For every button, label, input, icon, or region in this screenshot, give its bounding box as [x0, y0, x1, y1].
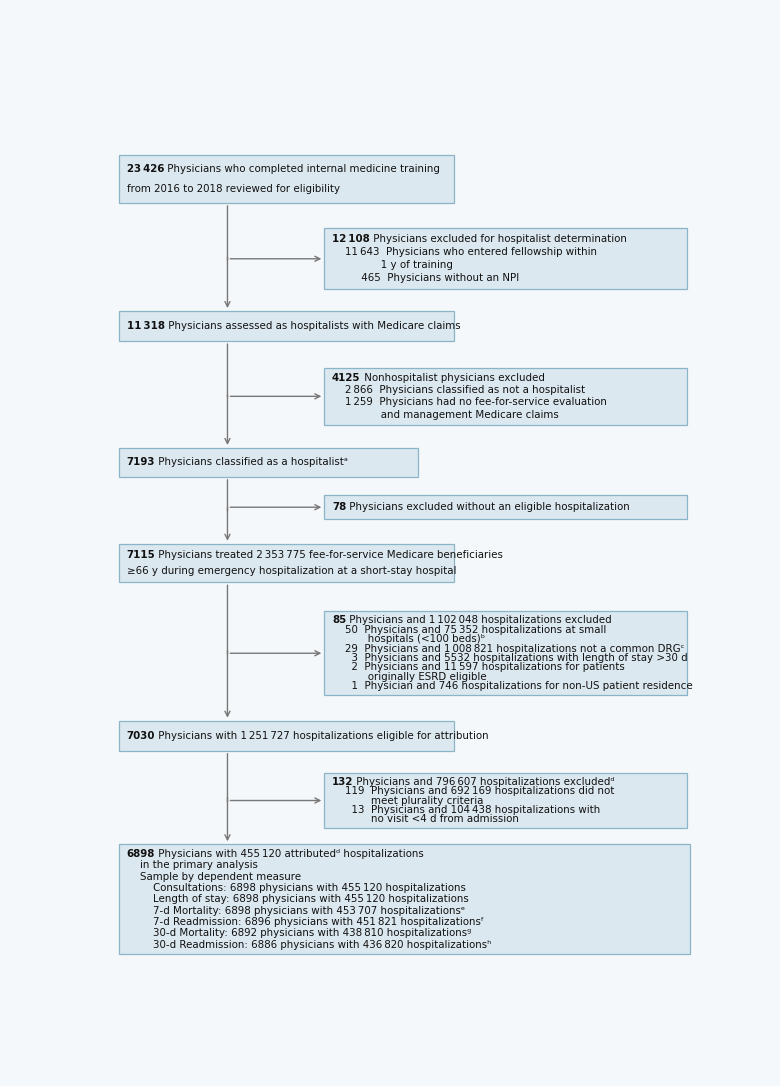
- Text: Physicians assessed as hospitalists with Medicare claims: Physicians assessed as hospitalists with…: [165, 321, 460, 331]
- Text: 23 426: 23 426: [126, 164, 164, 174]
- Text: and management Medicare claims: and management Medicare claims: [332, 409, 558, 419]
- Text: 7115: 7115: [126, 551, 155, 560]
- Text: 465  Physicians without an NPI: 465 Physicians without an NPI: [332, 274, 519, 283]
- Text: ≥66 y during emergency hospitalization at a short-stay hospital: ≥66 y during emergency hospitalization a…: [126, 566, 456, 576]
- Text: 85: 85: [332, 616, 346, 626]
- FancyBboxPatch shape: [119, 447, 418, 477]
- Text: 1 y of training: 1 y of training: [332, 261, 453, 270]
- Text: meet plurality criteria: meet plurality criteria: [332, 796, 484, 806]
- Text: Sample by dependent measure: Sample by dependent measure: [126, 872, 300, 882]
- Text: 119  Physicians and 692 169 hospitalizations did not: 119 Physicians and 692 169 hospitalizati…: [332, 786, 615, 796]
- Text: hospitals (<100 beds)ᵇ: hospitals (<100 beds)ᵇ: [332, 634, 485, 644]
- Text: 1 259  Physicians had no fee-for-service evaluation: 1 259 Physicians had no fee-for-service …: [332, 397, 607, 407]
- Text: 13  Physicians and 104 438 hospitalizations with: 13 Physicians and 104 438 hospitalizatio…: [332, 805, 601, 814]
- Text: 7030: 7030: [126, 731, 155, 741]
- FancyBboxPatch shape: [324, 228, 687, 289]
- Text: 3  Physicians and 5532 hospitalizations with length of stay >30 d: 3 Physicians and 5532 hospitalizations w…: [332, 653, 688, 662]
- Text: 4125: 4125: [332, 374, 360, 383]
- Text: Physicians and 1 102 048 hospitalizations excluded: Physicians and 1 102 048 hospitalization…: [346, 616, 612, 626]
- Text: 2  Physicians and 11 597 hospitalizations for patients: 2 Physicians and 11 597 hospitalizations…: [332, 662, 625, 672]
- FancyBboxPatch shape: [324, 611, 687, 695]
- Text: 11 643  Physicians who entered fellowship within: 11 643 Physicians who entered fellowship…: [332, 248, 597, 257]
- FancyBboxPatch shape: [119, 154, 454, 203]
- Text: in the primary analysis: in the primary analysis: [126, 860, 257, 870]
- Text: Physicians treated 2 353 775 fee-for-service Medicare beneficiaries: Physicians treated 2 353 775 fee-for-ser…: [155, 551, 503, 560]
- FancyBboxPatch shape: [324, 495, 687, 519]
- Text: 132: 132: [332, 776, 353, 786]
- Text: 7193: 7193: [126, 457, 155, 467]
- Text: Physicians and 796 607 hospitalizations excludedᵈ: Physicians and 796 607 hospitalizations …: [353, 776, 615, 786]
- Text: originally ESRD eligible: originally ESRD eligible: [332, 672, 487, 682]
- Text: 30-d Readmission: 6886 physicians with 436 820 hospitalizationsʰ: 30-d Readmission: 6886 physicians with 4…: [126, 939, 491, 949]
- FancyBboxPatch shape: [119, 844, 690, 955]
- Text: Physicians excluded for hospitalist determination: Physicians excluded for hospitalist dete…: [370, 235, 626, 244]
- Text: 11 318: 11 318: [126, 321, 165, 331]
- Text: Length of stay: 6898 physicians with 455 120 hospitalizations: Length of stay: 6898 physicians with 455…: [126, 894, 468, 905]
- Text: Nonhospitalist physicians excluded: Nonhospitalist physicians excluded: [360, 374, 544, 383]
- Text: 29  Physicians and 1 008 821 hospitalizations not a common DRGᶜ: 29 Physicians and 1 008 821 hospitalizat…: [332, 644, 685, 654]
- Text: 12 108: 12 108: [332, 235, 370, 244]
- Text: Physicians with 1 251 727 hospitalizations eligible for attribution: Physicians with 1 251 727 hospitalizatio…: [155, 731, 488, 741]
- Text: Physicians with 455 120 attributedᵈ hospitalizations: Physicians with 455 120 attributedᵈ hosp…: [155, 849, 424, 859]
- Text: Physicians who completed internal medicine training: Physicians who completed internal medici…: [164, 164, 440, 174]
- Text: Consultations: 6898 physicians with 455 120 hospitalizations: Consultations: 6898 physicians with 455 …: [126, 883, 466, 893]
- Text: 2 866  Physicians classified as not a hospitalist: 2 866 Physicians classified as not a hos…: [332, 386, 585, 395]
- Text: 50  Physicians and 75 352 hospitalizations at small: 50 Physicians and 75 352 hospitalization…: [332, 624, 606, 635]
- Text: no visit <4 d from admission: no visit <4 d from admission: [332, 814, 519, 824]
- FancyBboxPatch shape: [119, 311, 454, 341]
- Text: 7-d Mortality: 6898 physicians with 453 707 hospitalizationsᵉ: 7-d Mortality: 6898 physicians with 453 …: [126, 906, 465, 915]
- Text: Physicians excluded without an eligible hospitalization: Physicians excluded without an eligible …: [346, 502, 630, 513]
- Text: 30-d Mortality: 6892 physicians with 438 810 hospitalizationsᵍ: 30-d Mortality: 6892 physicians with 438…: [126, 929, 471, 938]
- Text: 6898: 6898: [126, 849, 155, 859]
- FancyBboxPatch shape: [324, 772, 687, 829]
- FancyBboxPatch shape: [119, 720, 454, 750]
- FancyBboxPatch shape: [119, 544, 454, 582]
- Text: 78: 78: [332, 502, 346, 513]
- Text: Physicians classified as a hospitalistᵃ: Physicians classified as a hospitalistᵃ: [155, 457, 348, 467]
- Text: 1  Physician and 746 hospitalizations for non-US patient residence: 1 Physician and 746 hospitalizations for…: [332, 681, 693, 691]
- FancyBboxPatch shape: [324, 368, 687, 425]
- Text: from 2016 to 2018 reviewed for eligibility: from 2016 to 2018 reviewed for eligibili…: [126, 184, 339, 193]
- Text: 7-d Readmission: 6896 physicians with 451 821 hospitalizationsᶠ: 7-d Readmission: 6896 physicians with 45…: [126, 917, 484, 927]
